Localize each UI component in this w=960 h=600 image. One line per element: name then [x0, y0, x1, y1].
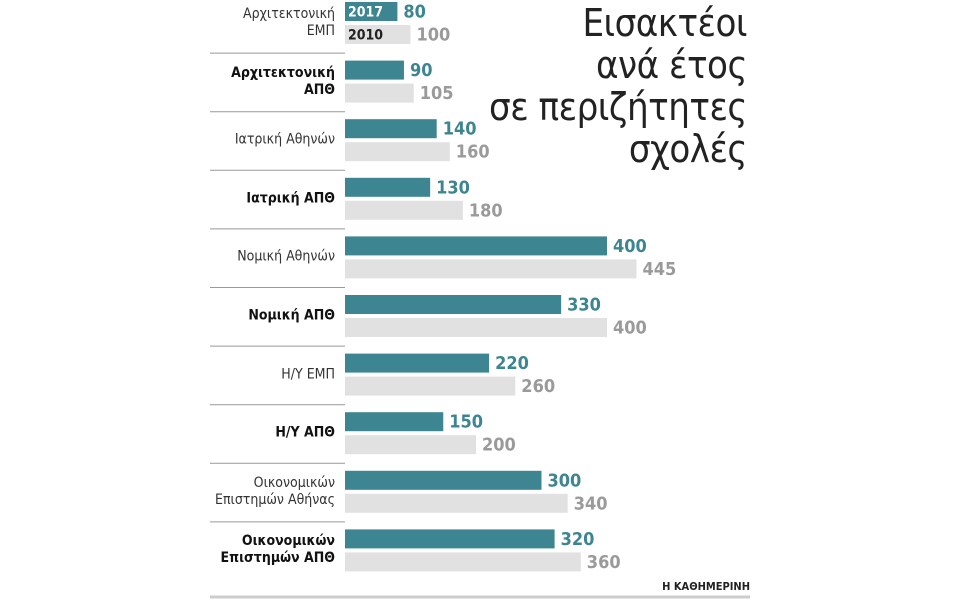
bar: [345, 295, 562, 314]
bar: [345, 2, 398, 21]
value-label: 320: [561, 529, 595, 550]
bar: [345, 493, 568, 513]
category-label: Οικονομικών Επιστημών ΑΠΘ: [220, 533, 335, 567]
value-label: 140: [443, 119, 477, 140]
category-label: Η/Υ ΑΠΘ: [275, 424, 335, 441]
category-label: Νομική ΑΠΘ: [248, 307, 335, 324]
value-label: 150: [449, 412, 483, 433]
value-label: 360: [587, 552, 621, 573]
value-label: 160: [456, 142, 490, 163]
value-label: 220: [495, 353, 529, 374]
category-label: Η/Υ ΕΜΠ: [281, 366, 335, 383]
bar: [345, 376, 516, 396]
value-label: 90: [410, 60, 433, 81]
bar: [345, 200, 463, 220]
bar: [345, 236, 607, 256]
bar: [345, 353, 490, 373]
value-label: 330: [567, 295, 601, 316]
value-label: 80: [403, 2, 426, 23]
value-label: 105: [420, 83, 454, 104]
value-label: 445: [642, 259, 676, 280]
bar: [345, 142, 450, 162]
bar: [345, 435, 476, 455]
bar: [345, 25, 411, 44]
value-label: 100: [417, 25, 451, 46]
bar: [345, 552, 581, 572]
bar: [345, 318, 607, 337]
category-label: Ιατρική ΑΠΘ: [246, 190, 335, 207]
source: Η ΚΑΘΗΜΕΡΙΝΗ: [662, 580, 750, 593]
bar: [345, 177, 431, 197]
chart-title: Εισακτέοι ανά έτος σε περιζήτητες σχολές: [489, 1, 747, 171]
category-label: Νομική Αθηνών: [237, 248, 335, 265]
value-label: 400: [613, 318, 647, 339]
bar: [345, 412, 444, 432]
value-label: 200: [482, 435, 516, 456]
bar: [345, 470, 542, 490]
category-label: Οικονομικών Επιστημών Αθήνας: [215, 474, 335, 508]
legend-label: 2010: [348, 28, 383, 44]
legend-label: 2017: [348, 5, 383, 21]
bar: [345, 119, 437, 139]
value-label: 180: [469, 200, 503, 221]
value-label: 340: [574, 493, 608, 514]
category-label: Αρχιτεκτονική ΕΜΠ: [243, 6, 335, 39]
bar: [345, 529, 555, 549]
bar: [345, 83, 414, 103]
value-label: 400: [613, 236, 647, 257]
category-label: Ιατρική Αθηνών: [234, 131, 335, 148]
value-label: 130: [436, 177, 470, 198]
bar: [345, 259, 637, 279]
value-label: 300: [548, 470, 582, 491]
value-label: 260: [521, 376, 555, 397]
category-label: Αρχιτεκτονική ΑΠΘ: [231, 64, 335, 98]
bar: [345, 60, 404, 80]
